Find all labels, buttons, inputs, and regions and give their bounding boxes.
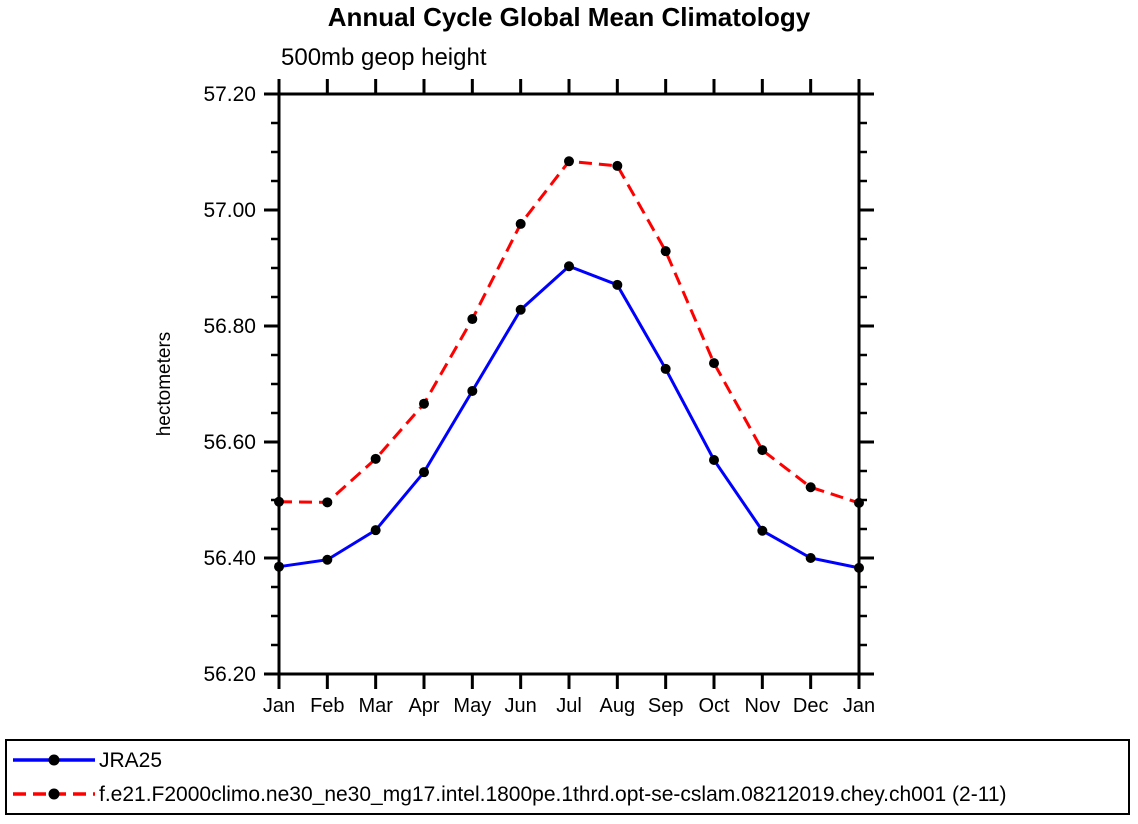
legend-label-jra25: JRA25	[99, 748, 163, 772]
data-point-marker	[805, 482, 816, 493]
x-tick-label: Apr	[408, 695, 439, 717]
chart-title: Annual Cycle Global Mean Climatology	[327, 2, 811, 32]
series-line	[278, 159, 860, 505]
x-tick-label: Jun	[505, 695, 537, 717]
data-point-marker	[709, 358, 719, 369]
data-point-marker	[660, 246, 671, 257]
chart-subtitle: 500mb geop height	[281, 44, 487, 71]
y-tick-label: 56.20	[203, 663, 256, 686]
x-tick-label: Nov	[745, 695, 781, 717]
y-axis-label: hectometers	[154, 332, 175, 437]
legend-line-sample-solid-icon	[13, 754, 95, 766]
legend-item-jra25: JRA25	[11, 743, 1128, 777]
data-point-marker	[660, 363, 671, 374]
series-line	[278, 264, 860, 570]
y-tick-label: 57.00	[203, 199, 256, 222]
data-point-marker	[564, 156, 574, 167]
data-point-marker	[515, 218, 526, 229]
data-point-marker	[612, 160, 623, 171]
data-point-marker	[709, 454, 719, 465]
x-tick-label: Feb	[310, 695, 344, 717]
x-tick-label: Sep	[648, 695, 684, 717]
data-point-marker	[370, 453, 381, 464]
legend-box: JRA25 f.e21.F2000climo.ne30_ne30_mg17.in…	[5, 739, 1130, 815]
x-tick-label: Jul	[556, 695, 582, 717]
legend-label-model-run: f.e21.F2000climo.ne30_ne30_mg17.intel.18…	[99, 782, 1007, 806]
data-point-marker	[564, 261, 574, 272]
x-tick-label: May	[453, 695, 491, 717]
data-point-marker	[757, 445, 768, 456]
x-tick-label: Jan	[843, 695, 875, 717]
x-tick-label: Mar	[358, 695, 393, 717]
data-point-marker	[419, 398, 429, 409]
y-tick-label: 56.80	[203, 315, 256, 338]
data-point-marker	[467, 385, 478, 396]
data-point-marker	[419, 467, 429, 478]
x-tick-label: Dec	[793, 695, 829, 717]
data-point-marker	[515, 304, 526, 315]
data-point-marker	[274, 561, 284, 572]
data-point-marker	[370, 525, 381, 536]
data-point-marker	[854, 497, 864, 508]
x-tick-label: Aug	[600, 695, 636, 717]
data-point-marker	[322, 554, 333, 565]
x-tick-label: Oct	[698, 695, 730, 717]
x-tick-label: Jan	[263, 695, 295, 717]
legend-item-model-run: f.e21.F2000climo.ne30_ne30_mg17.intel.18…	[11, 777, 1128, 811]
data-point-marker	[612, 279, 623, 290]
y-tick-label: 56.40	[203, 547, 256, 570]
legend-line-sample-dashed-icon	[13, 788, 95, 800]
data-point-marker	[274, 496, 284, 507]
data-point-marker	[805, 553, 816, 563]
plot-area: 56.20 56.40 56.60 56.80 57.00 57.20 Jan Feb Mar A…	[154, 79, 875, 717]
data-point-marker	[467, 314, 478, 325]
y-tick-label: 57.20	[203, 83, 256, 106]
data-point-marker	[854, 562, 864, 573]
data-point-marker	[757, 525, 768, 536]
y-tick-label: 56.60	[203, 431, 256, 454]
data-point-marker	[322, 497, 333, 508]
